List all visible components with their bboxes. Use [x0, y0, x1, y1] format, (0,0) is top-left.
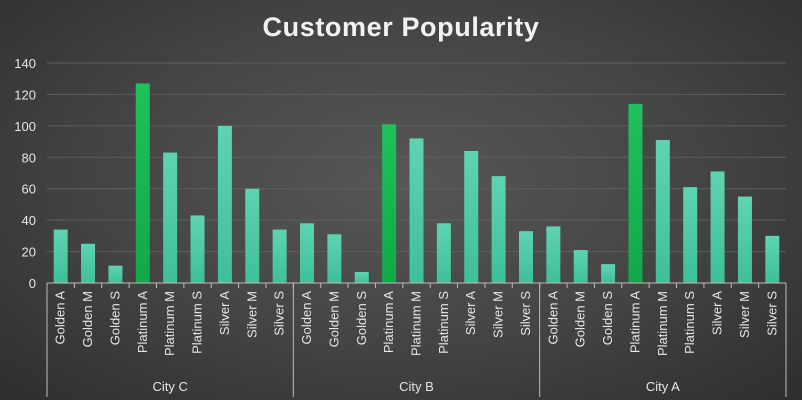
- x-tick-label: Platinum S: [190, 291, 205, 354]
- x-tick-label: Silver M: [737, 291, 752, 338]
- bar: [354, 272, 369, 283]
- bar: [601, 264, 616, 283]
- x-tick-label: Platinum S: [436, 291, 451, 354]
- y-tick-label: 140: [14, 56, 36, 71]
- axes: [46, 282, 787, 397]
- bar: [53, 229, 68, 283]
- x-tick-label: Golden M: [573, 291, 588, 347]
- y-tick-label: 120: [14, 87, 36, 102]
- bars: [53, 83, 780, 284]
- x-tick-label: Golden S: [600, 291, 615, 346]
- x-tick-label: Silver A: [217, 291, 232, 335]
- labels: 0 20 40 60 80 100 120 140 Golden A Golden M Golden…: [14, 56, 779, 394]
- x-tick-label: Platinum S: [682, 291, 697, 354]
- bar: [190, 215, 205, 283]
- x-tick-label: Golden S: [107, 291, 122, 346]
- x-tick-label: Golden S: [354, 291, 369, 346]
- x-tick-label: Platinum M: [162, 291, 177, 356]
- bar: [464, 151, 479, 283]
- x-tick-label: Golden A: [299, 291, 314, 345]
- x-tick-label: Golden M: [80, 291, 95, 347]
- bar: [245, 188, 260, 283]
- bar: [300, 223, 315, 283]
- bar: [436, 223, 451, 283]
- bar: [327, 234, 342, 283]
- y-tick-label: 80: [22, 150, 36, 165]
- x-tick-label: Platinum A: [381, 291, 396, 353]
- x-tick-label: Silver S: [518, 291, 533, 336]
- x-tick-label: Platinum A: [135, 291, 150, 353]
- y-tick-label: 40: [22, 213, 36, 228]
- bar: [81, 243, 96, 283]
- bar: [628, 103, 643, 283]
- bar: [382, 124, 397, 284]
- bar: [573, 250, 588, 283]
- bar: [491, 176, 506, 283]
- y-tick-label: 0: [29, 276, 36, 291]
- bar: [737, 196, 752, 283]
- x-tick-label: Silver A: [710, 291, 725, 335]
- x-tick-label: Golden M: [326, 291, 341, 347]
- x-tick-label: Silver A: [463, 291, 478, 335]
- x-tick-label: Silver S: [764, 291, 779, 336]
- bar: [135, 83, 150, 283]
- bar: [108, 265, 123, 283]
- x-tick-label: Platinum A: [627, 291, 642, 353]
- x-tick-label: Silver M: [244, 291, 259, 338]
- chart-title: Customer Popularity: [263, 12, 540, 42]
- y-tick-label: 100: [14, 119, 36, 134]
- bar: [272, 229, 287, 283]
- bar: [683, 187, 698, 283]
- group-label: City A: [646, 379, 680, 394]
- y-tick-label: 20: [22, 245, 36, 260]
- bar: [655, 140, 670, 283]
- bar: [163, 152, 178, 283]
- bar: [518, 231, 533, 283]
- x-tick-label: Golden A: [545, 291, 560, 345]
- bar: [710, 171, 725, 283]
- bar: [409, 138, 424, 283]
- group-label: City B: [399, 379, 434, 394]
- x-tick-label: Platinum M: [409, 291, 424, 356]
- x-tick-label: Silver S: [272, 291, 287, 336]
- bar: [217, 125, 232, 283]
- y-tick-label: 60: [22, 182, 36, 197]
- group-label: City C: [152, 379, 187, 394]
- bar: [765, 235, 780, 283]
- x-tick-label: Platinum M: [655, 291, 670, 356]
- bar: [546, 226, 561, 283]
- x-tick-label: Golden A: [53, 291, 68, 345]
- x-tick-label: Silver M: [491, 291, 506, 338]
